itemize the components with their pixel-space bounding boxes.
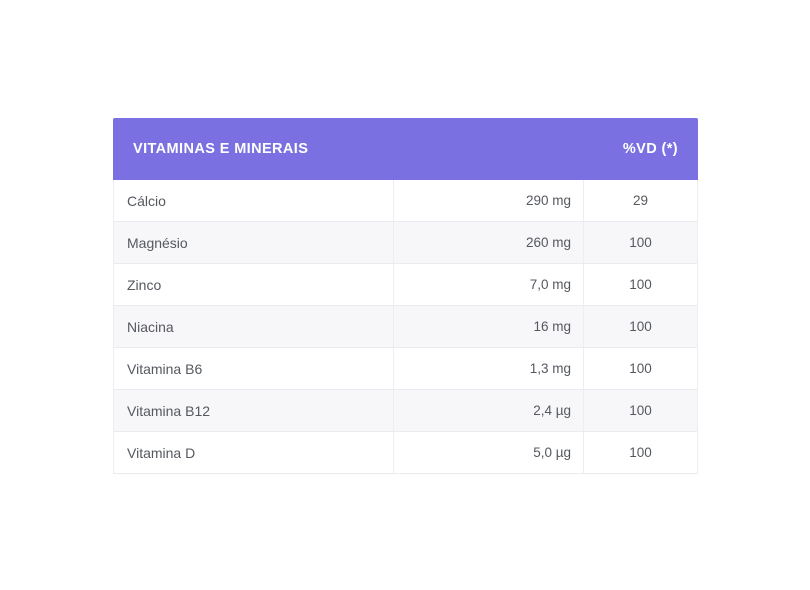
nutrient-vd: 100 — [583, 264, 697, 305]
nutrient-vd: 100 — [583, 348, 697, 389]
nutrient-amount: 16 mg — [393, 306, 583, 347]
nutrient-amount: 7,0 mg — [393, 264, 583, 305]
table-row: Zinco 7,0 mg 100 — [114, 264, 697, 306]
nutrient-name: Niacina — [127, 318, 174, 335]
table-title: VITAMINAS E MINERAIS — [133, 141, 309, 157]
table-row: Vitamina B12 2,4 µg 100 — [114, 390, 697, 432]
nutrient-name: Vitamina B6 — [127, 360, 203, 377]
table-row: Cálcio 290 mg 29 — [114, 180, 697, 222]
nutrient-amount: 5,0 µg — [393, 432, 583, 473]
nutrient-name: Magnésio — [127, 234, 188, 251]
nutrient-amount: 260 mg — [393, 222, 583, 263]
nutrient-vd: 100 — [583, 432, 697, 473]
table-row: Vitamina D 5,0 µg 100 — [114, 432, 697, 474]
nutrient-amount: 1,3 mg — [393, 348, 583, 389]
nutrient-vd: 29 — [583, 180, 697, 221]
nutrient-amount: 290 mg — [393, 180, 583, 221]
table-row: Vitamina B6 1,3 mg 100 — [114, 348, 697, 390]
table-header: VITAMINAS E MINERAIS %VD (*) — [113, 118, 698, 180]
table-row: Magnésio 260 mg 100 — [114, 222, 697, 264]
table-row: Niacina 16 mg 100 — [114, 306, 697, 348]
nutrient-amount: 2,4 µg — [393, 390, 583, 431]
nutrient-vd: 100 — [583, 390, 697, 431]
nutrient-vd: 100 — [583, 222, 697, 263]
nutrient-name: Vitamina B12 — [127, 402, 211, 419]
table-body: Cálcio 290 mg 29 Magnésio 260 mg 100 Zin… — [113, 180, 698, 474]
vd-column-header: %VD (*) — [622, 141, 678, 157]
vitamins-minerals-table: VITAMINAS E MINERAIS %VD (*) Cálcio 290 … — [113, 118, 698, 474]
nutrient-name: Cálcio — [127, 192, 166, 209]
nutrient-name: Vitamina D — [127, 444, 196, 461]
nutrient-name: Zinco — [127, 276, 162, 293]
nutrient-vd: 100 — [583, 306, 697, 347]
